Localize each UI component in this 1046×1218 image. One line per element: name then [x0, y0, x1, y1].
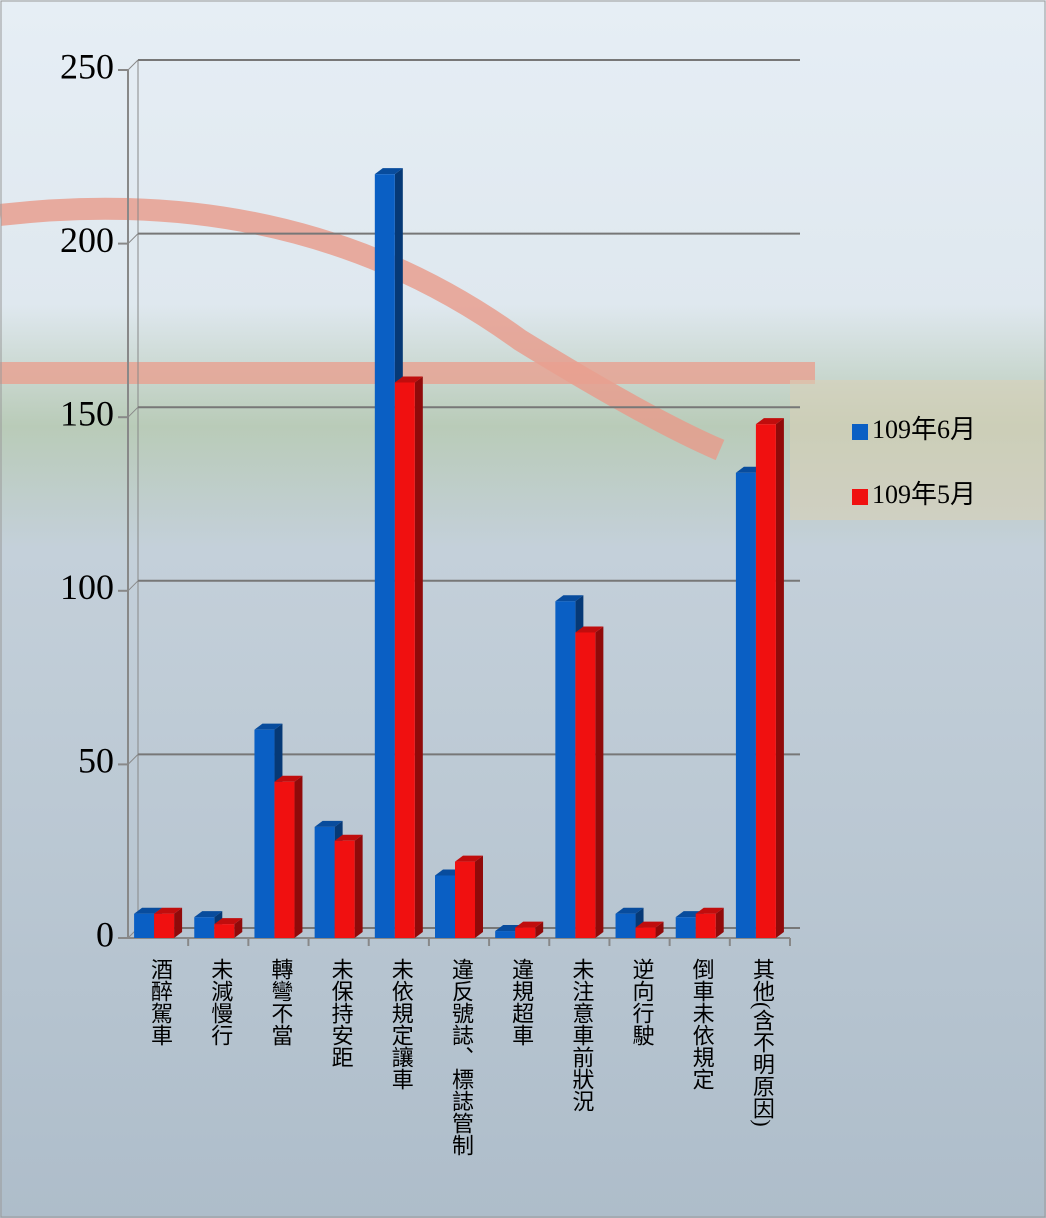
legend-label: 109年5月	[872, 480, 976, 509]
bar	[675, 917, 696, 938]
y-tick-label: 250	[60, 46, 114, 86]
bar-top	[555, 595, 584, 602]
grid-line-side	[127, 406, 139, 418]
bridge-arc	[0, 197, 725, 461]
x-tick-label: 倒車未依規定	[690, 958, 715, 1090]
bar	[274, 781, 295, 938]
bar	[254, 729, 275, 938]
legend-swatch	[852, 489, 868, 505]
bar-top	[374, 168, 403, 175]
bar-top	[214, 918, 243, 925]
bar-side	[655, 921, 664, 938]
bar-top	[575, 626, 604, 633]
bar-side	[775, 418, 784, 938]
legend-swatch	[852, 424, 868, 440]
bar	[695, 913, 716, 938]
y-tick-label: 150	[60, 393, 114, 433]
bar	[615, 913, 636, 938]
bar	[515, 927, 536, 938]
bar-top	[274, 775, 303, 782]
bar	[435, 875, 455, 938]
bar-top	[455, 855, 483, 862]
bar-side	[414, 376, 423, 939]
grid-line-side	[127, 580, 139, 592]
shore	[790, 380, 1046, 520]
bar	[134, 913, 155, 938]
bar-top	[615, 907, 644, 914]
legend-label: 109年6月	[872, 415, 976, 444]
bar-top	[515, 921, 544, 928]
bar	[154, 913, 175, 938]
x-tick-label: 違反號誌、標誌管制	[449, 958, 474, 1156]
grid-line-side	[127, 754, 139, 765]
bar-top	[695, 907, 724, 914]
bar-side	[475, 855, 483, 938]
grid-line-side	[127, 233, 139, 244]
y-tick-label: 50	[78, 741, 114, 781]
bar	[314, 826, 335, 938]
x-tick-label: 未減慢行	[208, 958, 233, 1046]
x-tick-label: 轉彎不當	[268, 958, 293, 1046]
x-tick-label: 違規超車	[509, 958, 534, 1046]
y-tick-label: 200	[60, 220, 114, 260]
bar	[735, 472, 756, 938]
bar-side	[174, 907, 183, 938]
bar-top	[154, 907, 183, 914]
bar-side	[234, 918, 243, 938]
bar	[755, 424, 776, 938]
x-tick-label: 其他(含不明原因)	[750, 958, 775, 1127]
x-tick-label: 未保持安距	[329, 958, 354, 1068]
bar-side	[354, 834, 363, 938]
x-tick-label: 未依規定讓車	[389, 958, 414, 1090]
bar-top	[394, 376, 423, 383]
bar	[555, 601, 576, 938]
bar-side	[715, 907, 724, 938]
bar-side	[535, 921, 544, 938]
bar	[334, 840, 355, 938]
bar	[394, 382, 415, 939]
bar-top	[134, 907, 163, 914]
bar-side	[595, 626, 604, 938]
y-tick-label: 100	[60, 567, 114, 607]
grid-line-side	[127, 59, 139, 71]
bar-top	[334, 834, 363, 841]
bar	[635, 927, 656, 938]
bar-top	[194, 911, 223, 918]
bar-side	[294, 775, 303, 938]
x-tick-label: 酒醉駕車	[148, 958, 173, 1046]
bar	[194, 917, 215, 938]
y-tick-label: 0	[96, 914, 114, 954]
bar	[374, 174, 395, 938]
bar	[214, 924, 235, 938]
x-tick-label: 未注意車前狀況	[569, 958, 594, 1112]
bar	[495, 931, 516, 938]
bar-top	[755, 418, 784, 425]
bar-top	[635, 921, 664, 928]
bar-top	[254, 723, 283, 730]
bar-top	[314, 820, 343, 827]
bridge-deck	[0, 362, 815, 384]
x-tick-label: 逆向行駛	[629, 958, 654, 1046]
bar	[455, 861, 475, 938]
bar	[575, 632, 596, 938]
